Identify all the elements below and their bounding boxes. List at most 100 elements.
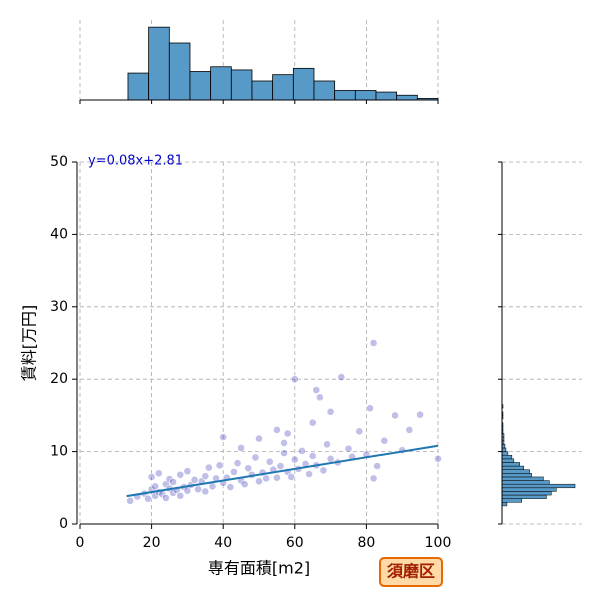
- scatter-point: [355, 427, 364, 436]
- histogram-bar: [501, 476, 544, 481]
- scatter-point: [380, 436, 389, 445]
- x-tick-label: 60: [286, 535, 304, 551]
- scatter-point: [255, 477, 263, 486]
- scatter-point: [366, 404, 374, 413]
- scatter-point: [255, 434, 263, 443]
- scatter-point: [176, 491, 185, 500]
- scatter-point: [233, 459, 242, 468]
- histogram-bar: [501, 483, 576, 489]
- histogram-bar: [501, 447, 507, 452]
- histogram-bar: [501, 469, 530, 474]
- histogram-bar: [501, 454, 513, 460]
- histogram-bar: [375, 91, 398, 101]
- scatter-point: [323, 440, 331, 449]
- y-tick-label: 40: [50, 226, 68, 242]
- scatter-point: [169, 478, 177, 486]
- scatter-point: [204, 463, 213, 472]
- scatter-point: [337, 373, 346, 381]
- scatter-point: [162, 494, 170, 502]
- regression-line: [126, 444, 439, 498]
- histogram-bar: [501, 451, 509, 456]
- scatter-point: [240, 480, 249, 489]
- histogram-bar: [148, 26, 170, 101]
- scatter-point: [344, 444, 353, 453]
- scatter-point: [151, 482, 160, 491]
- scatter-point: [308, 452, 317, 460]
- histogram-bar: [292, 67, 315, 101]
- scatter-point: [305, 470, 314, 478]
- histogram-bar: [501, 494, 547, 499]
- scatter-point: [176, 470, 185, 479]
- scatter-point: [391, 411, 399, 420]
- histogram-bar: [501, 498, 522, 503]
- scatter-point: [265, 457, 274, 466]
- scatter-point: [434, 454, 442, 463]
- scatter-point: [154, 469, 163, 478]
- histogram-bar: [210, 66, 232, 101]
- histogram-bar: [501, 502, 508, 507]
- histogram-bar: [189, 71, 212, 101]
- scatter-point: [272, 473, 281, 482]
- scatter-point: [308, 418, 317, 427]
- scatter-point: [237, 444, 245, 452]
- badge-box: [379, 557, 443, 587]
- scatter-point: [230, 467, 238, 476]
- scatter-point: [405, 425, 414, 434]
- x-tick-label: 80: [357, 535, 375, 551]
- scatter-point: [126, 496, 135, 505]
- scatter-point: [298, 446, 306, 455]
- scatter-point: [416, 410, 424, 419]
- scatter-point: [290, 455, 299, 464]
- scatter-point: [326, 407, 335, 416]
- regression-equation: y=0.08x+2.81: [88, 154, 183, 169]
- scatter-point: [272, 425, 281, 434]
- histogram-bar: [272, 74, 294, 101]
- scatter-point: [147, 473, 156, 481]
- histogram-bar: [313, 80, 336, 101]
- histogram-bar: [334, 90, 356, 101]
- scatter-point: [283, 429, 292, 438]
- y-axis-label: 賃料[万円]: [20, 305, 39, 382]
- scatter-point: [219, 433, 228, 442]
- histogram-bar: [127, 72, 150, 101]
- histogram-bar: [168, 42, 191, 101]
- histogram-bar: [396, 94, 418, 101]
- scatter-point: [326, 454, 335, 463]
- x-tick-label: 100: [425, 535, 452, 551]
- scatter-point: [369, 474, 378, 483]
- badge-label: 須磨区: [386, 562, 435, 581]
- scatter-point: [315, 393, 324, 402]
- scatter-point: [276, 462, 285, 470]
- histogram-bar: [501, 458, 515, 463]
- scatter-point: [144, 494, 152, 503]
- histogram-bar: [501, 465, 524, 470]
- scatter-point: [201, 472, 210, 481]
- histogram-bar: [251, 80, 274, 101]
- x-axis-label: 専有面積[m2]: [208, 559, 310, 578]
- scatter-point: [215, 461, 224, 470]
- scatter-point: [319, 466, 328, 475]
- histogram-bar: [501, 487, 557, 492]
- scatter-point: [226, 483, 235, 491]
- scatter-point: [190, 475, 199, 484]
- scatter-point: [287, 473, 296, 481]
- scatter-point: [244, 464, 253, 473]
- histogram-bar: [230, 69, 253, 101]
- histogram-bar: [354, 90, 377, 101]
- scatter-point: [183, 467, 192, 476]
- histogram-bar: [501, 462, 521, 467]
- scatter-point: [290, 375, 299, 384]
- scatter-point: [369, 339, 378, 347]
- y-tick-label: 0: [59, 516, 68, 532]
- scatter-point: [251, 453, 260, 462]
- y-tick-label: 10: [50, 444, 68, 460]
- scatter-point: [194, 485, 203, 494]
- scatter-point: [280, 449, 288, 457]
- scatter-point: [280, 439, 288, 447]
- x-tick-label: 0: [76, 535, 85, 551]
- x-tick-label: 40: [214, 535, 232, 551]
- y-tick-label: 30: [50, 299, 68, 315]
- histogram-bar: [501, 491, 552, 496]
- scatter-point: [208, 482, 217, 491]
